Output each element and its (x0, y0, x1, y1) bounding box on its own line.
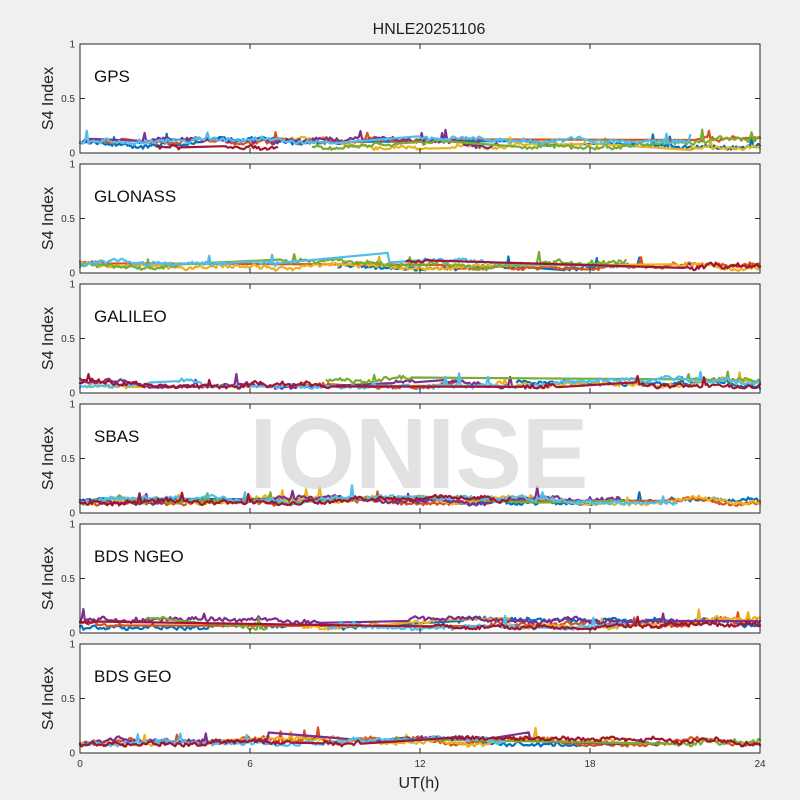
panels: 0 0.5 1 S4 Index GPS 0 0.5 1 S4 Index GLONASS 0 0.5… (40, 40, 766, 771)
y-axis-label: S4 Index (40, 427, 57, 490)
series-trace (78, 251, 631, 268)
axes-background (80, 644, 760, 753)
watermark: IONISE (250, 398, 589, 510)
y-tick-label: 1 (69, 640, 75, 651)
panel-label: BDS NGEO (94, 547, 184, 566)
y-tick-label: 0 (69, 269, 75, 280)
y-axis-label: S4 Index (40, 547, 57, 610)
series-trace (325, 370, 762, 385)
y-axis-label: S4 Index (40, 187, 57, 250)
axes-background (80, 44, 760, 153)
panel-label: GPS (94, 67, 130, 86)
figure-title: HNLE20251106 (373, 21, 486, 38)
x-tick-label: 0 (77, 759, 83, 770)
panel-gps: 0 0.5 1 S4 Index GPS (40, 40, 762, 160)
x-tick-label: 12 (414, 759, 426, 770)
y-tick-label: 0 (69, 389, 75, 400)
y-tick-label: 0 (69, 749, 75, 760)
y-axis-label: S4 Index (40, 67, 57, 130)
panel-bds-geo: 0 0.5 1 0 6 12 18 24 S4 Index BDS GEO (40, 640, 766, 771)
series-trace (78, 734, 762, 748)
panel-galileo: 0 0.5 1 S4 Index GALILEO (40, 280, 762, 400)
series-trace (405, 258, 762, 272)
axes-background (80, 524, 760, 633)
y-tick-label: 1 (69, 400, 75, 411)
axes-background (80, 284, 760, 393)
x-tick-label: 24 (754, 759, 766, 770)
y-tick-label: 1 (69, 520, 75, 531)
y-tick-label: 1 (69, 280, 75, 291)
y-tick-label: 0.5 (61, 454, 75, 465)
panel-label: SBAS (94, 427, 139, 446)
series-trace (78, 129, 692, 146)
y-tick-label: 0.5 (61, 574, 75, 585)
y-tick-label: 0.5 (61, 694, 75, 705)
series-trace (78, 370, 762, 391)
series-trace (78, 255, 762, 272)
panel-glonass: 0 0.5 1 S4 Index GLONASS (40, 160, 762, 280)
series-trace (311, 128, 762, 151)
series-trace (78, 615, 762, 631)
series-trace (78, 491, 512, 507)
y-axis-label: S4 Index (40, 307, 57, 370)
panel-sbas: 0 0.5 1 S4 Index SBAS (40, 400, 762, 520)
axes-background (80, 164, 760, 273)
y-tick-label: 1 (69, 160, 75, 171)
series-trace (155, 143, 279, 151)
y-tick-label: 0 (69, 149, 75, 160)
y-tick-label: 0 (69, 629, 75, 640)
panel-label: BDS GEO (94, 667, 171, 686)
series-trace (78, 373, 762, 390)
y-tick-label: 0.5 (61, 334, 75, 345)
y-axis-label: S4 Index (40, 667, 57, 730)
x-axis-label: UT(h) (399, 775, 440, 792)
x-tick-label: 18 (584, 759, 596, 770)
y-tick-label: 0 (69, 509, 75, 520)
y-tick-label: 1 (69, 40, 75, 51)
x-tick-label: 6 (247, 759, 253, 770)
panel-label: GLONASS (94, 187, 176, 206)
panel-label: GALILEO (94, 307, 167, 326)
series-trace (145, 616, 269, 631)
panel-bds-ngeo: 0 0.5 1 S4 Index BDS NGEO (40, 520, 762, 640)
y-tick-label: 0.5 (61, 94, 75, 105)
y-tick-label: 0.5 (61, 214, 75, 225)
